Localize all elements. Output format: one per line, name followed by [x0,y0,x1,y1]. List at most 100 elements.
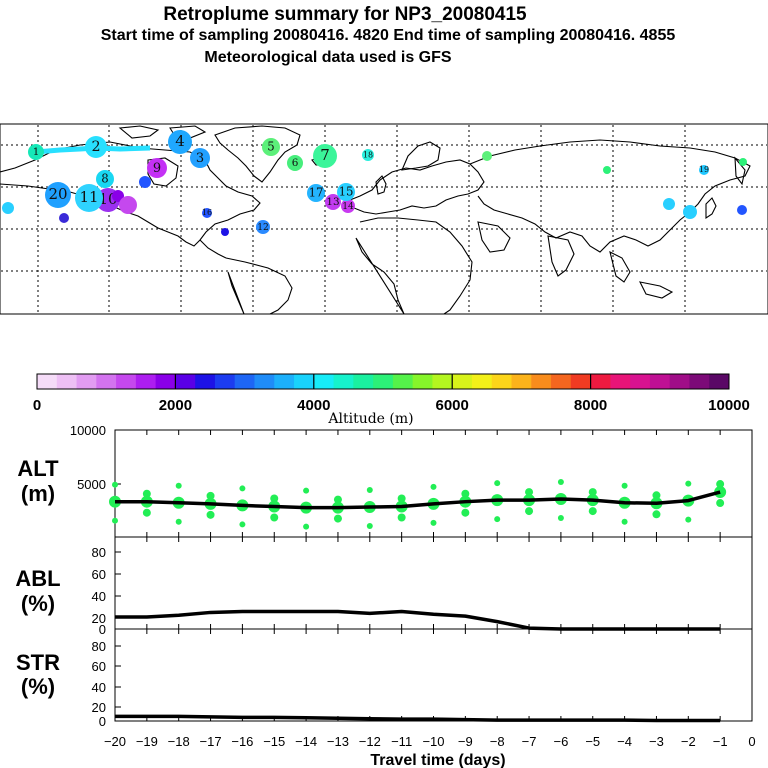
colorbar-tick-label: 8000 [574,397,607,414]
x-tick-label: −17 [200,734,222,749]
y-tick-label: 0 [99,714,106,729]
altitude-particle [142,489,151,498]
plume-dot [221,228,229,236]
panel-label: ALT [17,456,59,481]
y-tick-label: 5000 [77,477,106,492]
altitude-particle [239,485,246,492]
plume-dot [139,176,151,188]
y-tick-label: 80 [92,545,106,560]
colorbar-cell [195,374,216,389]
plume-dot [663,198,675,210]
x-tick-label: −11 [391,734,412,749]
plume-marker-dot [362,149,374,161]
map-frame [0,123,768,315]
plume-marker-label: 11 [79,188,98,206]
plume-marker-label: 6 [292,157,299,169]
panel-unit: (%) [21,591,55,616]
x-tick-label: 0 [748,734,755,749]
colorbar-cell [610,374,631,389]
colorbar-tick-label: 0 [33,397,41,414]
altitude-particle [621,482,628,489]
altitude-particle [175,518,182,525]
plume-dot [683,205,697,219]
plume-marker: 1 [28,144,44,160]
plume-marker: 2 [85,136,107,158]
altitude-particle [270,494,279,503]
plume-marker-dot [190,148,210,168]
altitude-colorbar: 0 2000 4000 6000 8000 10000 Altitude (m) [33,373,750,427]
plume-marker-dot [313,144,337,168]
colorbar-cell [353,374,374,389]
altitude-particle [142,508,151,517]
x-tick-label: −13 [327,734,349,749]
plume-dot [739,158,747,166]
altitude-particle [366,523,373,530]
plume-marker-dot [341,199,355,213]
plume-marker-dot [287,155,303,171]
plume-marker: 5 [262,138,280,156]
asia-outline [469,139,751,253]
plume-marker-dot [28,144,44,160]
x-tick-label: −10 [422,734,444,749]
panel-label: ABL [15,566,60,591]
colorbar-cell [491,374,513,389]
plume-marker: 8 [96,170,114,188]
y-tick-label: 10000 [70,423,106,438]
plume-marker: 20 [45,182,71,208]
plume-marker: 4 [168,130,192,154]
colorbar-cell [669,374,690,389]
plume-marker-label: 5 [267,140,274,154]
plume-marker-label: 8 [101,172,108,186]
plume-marker-dot [307,184,325,202]
colorbar-cell [373,374,394,389]
x-tick-label: −9 [458,734,473,749]
colorbar-cell [313,374,335,389]
x-tick-label: −6 [553,734,568,749]
plume-marker-dot [202,208,212,218]
plume-marker: 19 [699,165,709,175]
series-line [115,714,721,723]
plume-marker-label: 17 [309,186,324,200]
plume-marker-dot [699,165,709,175]
altitude-particle [494,516,501,523]
altitude-particle [303,523,310,530]
x-tick-label: −18 [168,734,190,749]
plume-marker-dot [325,194,341,210]
plume-marker: 14 [341,199,355,213]
colorbar-cell [531,374,552,389]
plume-marker-label: 2 [91,139,100,155]
colorbar-cell [76,374,97,389]
panel-str: STR(%) 80 60 40 200 [16,628,753,729]
panel-frame [114,628,753,722]
lat-lon-grid [1,125,767,313]
colorbar-cell [254,374,275,389]
altitude-particle [652,491,661,500]
series-line [115,490,721,510]
altitude-particle [333,495,342,504]
colorbar-cell [570,374,592,389]
colorbar-cell [274,374,295,389]
sampling-times: Start time of sampling 20080416. 4820 En… [101,27,676,44]
altitude-particle [525,507,534,516]
arabia-outline [477,221,511,253]
colorbar-cell [590,374,611,389]
hudson-bay-outline [147,157,179,187]
altitude-particle [112,517,118,524]
plume-marker-label: 20 [48,185,67,203]
plume-dot [603,166,611,174]
altitude-particle [397,494,406,503]
altitude-particle [588,488,597,497]
altitude-particle [430,483,437,490]
x-tick-label: −12 [359,734,381,749]
plume-marker-dot [45,182,71,208]
colorbar-cell [155,374,176,389]
altitude-particle [430,519,437,526]
plume-marker: 17 [307,184,325,202]
colorbar-tick-label: 10000 [708,397,750,414]
colorbar-tick-label: 4000 [297,397,330,414]
plume-marker-dot [337,183,355,201]
plume-marker: 12 [256,220,270,234]
plume-dot [2,202,14,214]
x-tick-label: −8 [490,734,505,749]
